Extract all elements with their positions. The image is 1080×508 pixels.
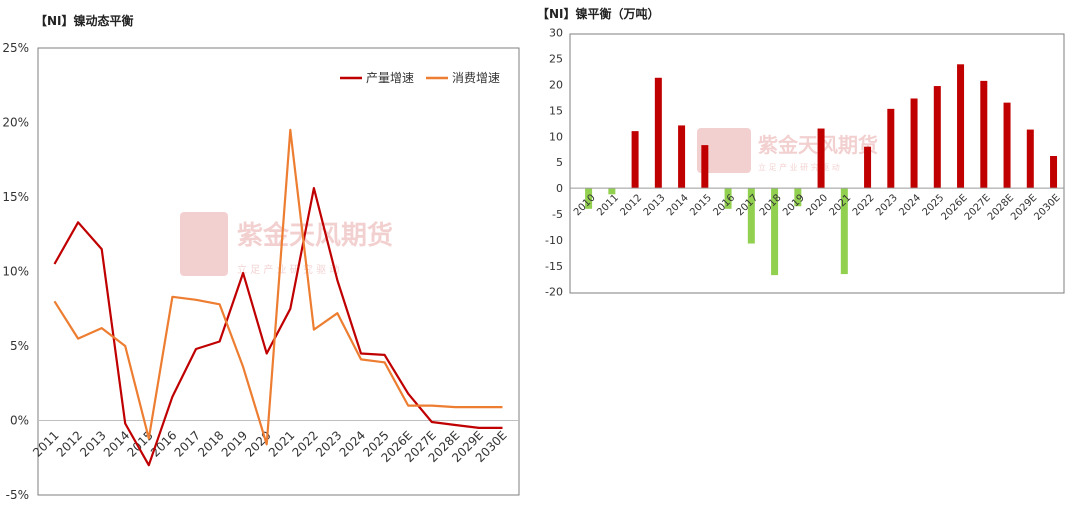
y-tick-label: 10% — [2, 265, 29, 279]
y-tick-label: 20 — [549, 79, 563, 92]
x-tick-label: 2012 — [54, 428, 85, 459]
y-tick-label: 30 — [549, 27, 563, 40]
left-legend: 产量增速 消费增速 — [340, 71, 500, 85]
x-tick-label: 2013 — [77, 428, 108, 459]
balance-bar — [980, 80, 988, 189]
x-tick-label: 2019 — [781, 192, 807, 218]
left-watermark: 紫金天风期货 立 足 产 业 研 究 驱 动 — [180, 212, 393, 276]
balance-bar — [678, 125, 686, 189]
balance-bar — [724, 188, 732, 209]
balance-bar — [631, 131, 639, 189]
consumption-growth-line — [53, 128, 503, 446]
balance-bar — [771, 188, 779, 276]
y-tick-label: -5% — [6, 488, 29, 502]
balance-bar — [817, 128, 825, 189]
right-y-axis: 30 25 20 15 10 5 0 -5 -10 -15 -20 — [545, 27, 563, 299]
balance-bar — [747, 188, 755, 244]
y-tick-label: -5 — [552, 208, 563, 221]
x-tick-label: 2012 — [618, 192, 644, 218]
y-tick-label: -10 — [545, 234, 563, 247]
right-plot-frame — [569, 33, 1065, 294]
y-tick-label: 15% — [2, 190, 29, 204]
right-watermark: 紫金天风期货 立 足 产 业 研 究 驱 动 — [697, 128, 878, 173]
balance-bar — [864, 146, 872, 189]
watermark-subtext-right: 立 足 产 业 研 究 驱 动 — [758, 162, 840, 172]
x-tick-label: 2022 — [289, 428, 320, 459]
left-chart-title: 【NI】镍动态平衡 — [35, 14, 134, 28]
x-tick-label: 2020 — [804, 192, 830, 218]
x-tick-label: 2013 — [642, 192, 668, 218]
x-tick-label: 2017 — [172, 428, 203, 459]
x-tick-label: 2023 — [874, 192, 900, 218]
x-tick-label: 2018 — [195, 428, 226, 459]
y-tick-label: 0 — [556, 182, 563, 195]
x-tick-label: 2010 — [572, 192, 598, 218]
y-tick-label: 25 — [549, 53, 563, 66]
balance-bar — [608, 188, 616, 195]
legend-label-production: 产量增速 — [366, 71, 414, 85]
watermark-logo-icon — [180, 212, 228, 276]
x-tick-label: 2014 — [665, 192, 691, 218]
x-tick-label: 2018 — [758, 192, 784, 218]
y-tick-label: 0% — [10, 414, 29, 428]
y-tick-label: -15 — [545, 260, 563, 273]
x-tick-label: 2015 — [688, 192, 714, 218]
y-tick-label: 20% — [2, 116, 29, 130]
x-tick-label: 2019 — [219, 428, 250, 459]
y-tick-label: 15 — [549, 104, 563, 117]
right-x-axis: 2010201120122013201420152016201720182019… — [572, 192, 1063, 222]
x-tick-label: 2011 — [595, 192, 621, 218]
x-tick-label: 2022 — [851, 192, 877, 218]
balance-bar — [1050, 155, 1058, 189]
balance-bar — [887, 108, 895, 189]
left-plot-frame — [37, 47, 520, 496]
x-tick-label: 2017 — [735, 192, 761, 218]
watermark-logo-icon-right — [697, 128, 751, 173]
x-tick-label: 2021 — [266, 428, 297, 459]
y-tick-label: 25% — [2, 41, 29, 55]
y-tick-label: 5% — [10, 339, 29, 353]
left-y-axis: 25% 20% 15% 10% 5% 0% -5% — [2, 41, 519, 502]
balance-bar — [840, 188, 848, 275]
x-tick-label: 2021 — [828, 192, 854, 218]
production-growth-line — [53, 187, 503, 467]
x-tick-label: 2016 — [711, 192, 737, 218]
x-tick-label: 2024 — [897, 192, 923, 218]
right-bars — [585, 64, 1058, 276]
balance-bar — [654, 77, 662, 189]
balance-bar — [585, 188, 593, 209]
x-tick-label: 2023 — [313, 428, 344, 459]
balance-bar — [1003, 102, 1011, 189]
balance-bar — [701, 145, 709, 189]
balance-bar — [910, 98, 918, 189]
balance-bar — [1026, 129, 1034, 189]
left-x-axis: 2011201220132014201520162017201820192020… — [30, 428, 509, 465]
watermark-text: 紫金天风期货 — [237, 220, 393, 251]
x-tick-label: 2011 — [30, 428, 61, 459]
x-tick-label: 2014 — [101, 428, 132, 459]
watermark-subtext: 立 足 产 业 研 究 驱 动 — [237, 263, 339, 276]
balance-bar — [933, 86, 941, 189]
balance-bar — [957, 64, 965, 189]
right-chart-title: 【NI】镍平衡（万吨） — [537, 7, 660, 21]
x-tick-label: 2020 — [242, 428, 273, 459]
x-tick-label: 2024 — [337, 428, 368, 459]
y-tick-label: 10 — [549, 130, 563, 143]
y-tick-label: -20 — [545, 286, 563, 299]
balance-bar — [794, 188, 802, 207]
x-tick-label: 2030E — [1032, 192, 1062, 222]
left-series-lines — [53, 128, 503, 467]
y-tick-label: 5 — [556, 156, 563, 169]
legend-label-consumption: 消费增速 — [452, 71, 500, 85]
